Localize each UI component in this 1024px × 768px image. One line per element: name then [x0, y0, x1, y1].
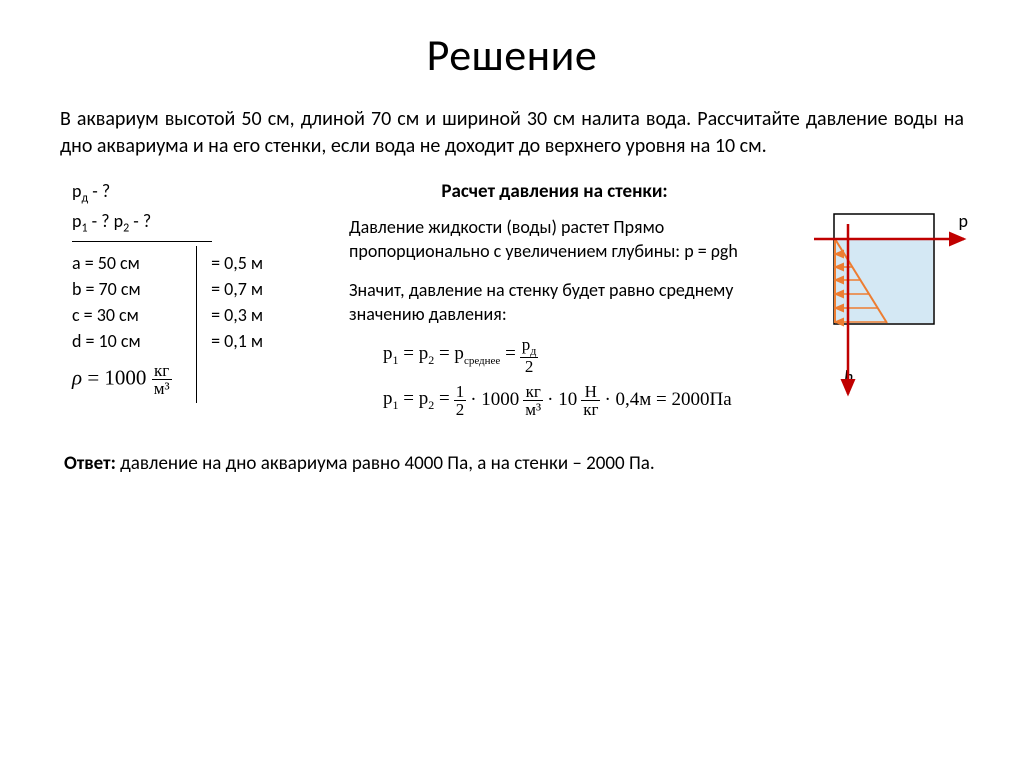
answer-label: Ответ:: [64, 452, 116, 475]
conv-b: = 0,7 м: [211, 276, 263, 302]
answer: Ответ: давление на дно аквариума равно 4…: [64, 452, 964, 475]
calc-text-1: Давление жидкости (воды) растет Прямо пр…: [349, 215, 766, 264]
pressure-diagram: [784, 194, 974, 404]
problem-statement: В аквариум высотой 50 см, длиной 70 см и…: [60, 106, 964, 160]
calc-text-2: Значит, давление на стенку будет равно с…: [349, 278, 766, 327]
formula-block: p1 = p2 = pсреднее = pд2 p1 = p2 = 12 · …: [343, 336, 766, 417]
formula-1: p1 = p2 = pсреднее = pд2: [383, 336, 766, 374]
given-values: a = 50 см b = 70 см c = 30 см d = 10 см …: [72, 246, 197, 403]
given-rho: ρ = 1000 кгм³: [72, 354, 186, 397]
converted-values: = 0,5 м = 0,7 м = 0,3 м = 0,1 м: [201, 246, 263, 354]
calc-title: Расчет давления на стенки:: [343, 178, 766, 203]
given-a: a = 50 см: [72, 250, 186, 276]
find-section: pд - ? p1 - ? p2 - ?: [72, 178, 212, 242]
given-b: b = 70 см: [72, 276, 186, 302]
given-c: c = 30 см: [72, 302, 186, 328]
find-pd: pд - ?: [72, 180, 110, 206]
conv-d: = 0,1 м: [211, 328, 263, 354]
answer-text: давление на дно аквариума равно 4000 Па,…: [116, 452, 655, 475]
calculation-column: Расчет давления на стенки: Давление жидк…: [343, 178, 766, 426]
given-column: pд - ? p1 - ? p2 - ? a = 50 см b = 70 см…: [60, 178, 315, 426]
slide-title: Решение: [60, 28, 964, 82]
diagram-column: p h: [794, 178, 964, 426]
water-fill: [835, 239, 933, 323]
conv-c: = 0,3 м: [211, 302, 263, 328]
given-d: d = 10 см: [72, 328, 186, 354]
formula-2: p1 = p2 = 12 · 1000 кгм³ · 10 Нкг · 0,4м…: [383, 383, 766, 418]
conv-a: = 0,5 м: [211, 250, 263, 276]
content-columns: pд - ? p1 - ? p2 - ? a = 50 см b = 70 см…: [60, 178, 964, 426]
find-p1p2: p1 - ? p2 - ?: [72, 210, 151, 236]
